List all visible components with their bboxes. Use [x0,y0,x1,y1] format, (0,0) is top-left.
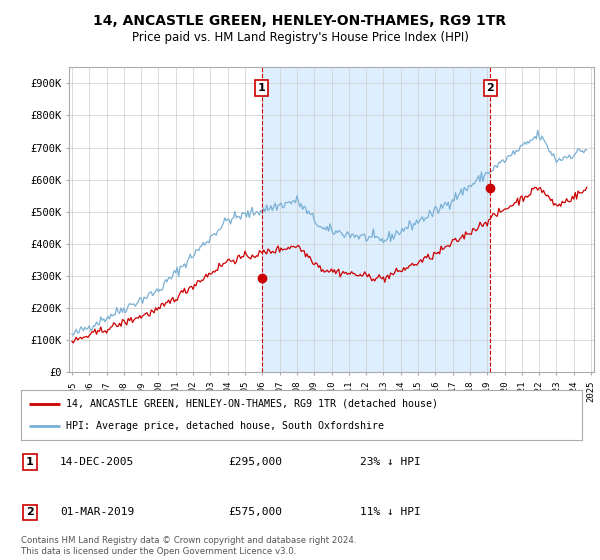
Text: 1: 1 [26,457,34,467]
Text: 14, ANCASTLE GREEN, HENLEY-ON-THAMES, RG9 1TR: 14, ANCASTLE GREEN, HENLEY-ON-THAMES, RG… [94,14,506,28]
Text: Contains HM Land Registry data © Crown copyright and database right 2024.
This d: Contains HM Land Registry data © Crown c… [21,536,356,556]
Text: 23% ↓ HPI: 23% ↓ HPI [360,457,421,467]
Bar [262,67,490,372]
Text: £295,000: £295,000 [228,457,282,467]
Text: £575,000: £575,000 [228,507,282,517]
Text: 11% ↓ HPI: 11% ↓ HPI [360,507,421,517]
Text: 01-MAR-2019: 01-MAR-2019 [60,507,134,517]
Text: 14, ANCASTLE GREEN, HENLEY-ON-THAMES, RG9 1TR (detached house): 14, ANCASTLE GREEN, HENLEY-ON-THAMES, RG… [66,399,438,409]
Text: Price paid vs. HM Land Registry's House Price Index (HPI): Price paid vs. HM Land Registry's House … [131,31,469,44]
Text: 2: 2 [487,83,494,94]
Text: 2: 2 [26,507,34,517]
Text: 14-DEC-2005: 14-DEC-2005 [60,457,134,467]
Text: HPI: Average price, detached house, South Oxfordshire: HPI: Average price, detached house, Sout… [66,421,384,431]
Text: 1: 1 [258,83,265,94]
